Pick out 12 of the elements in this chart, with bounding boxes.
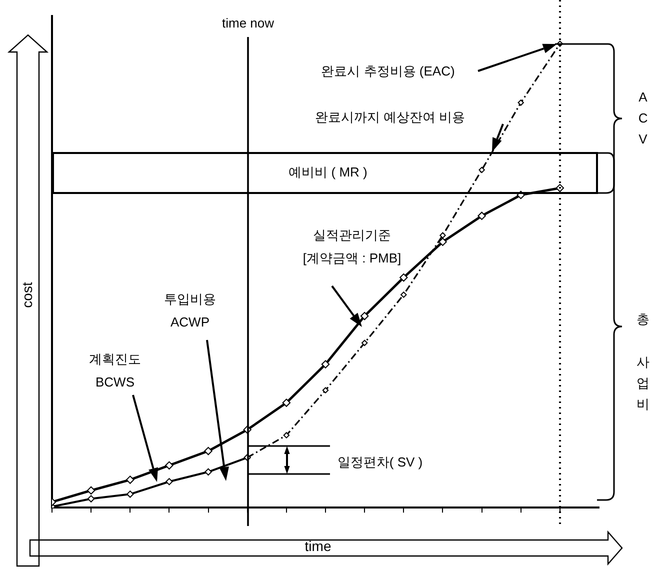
y-axis-title: cost (18, 282, 35, 308)
annotation: 완료시까지 예상잔여 비용 (314, 110, 466, 125)
annotation: 실적관리기준 [계약금액 : PMB] (302, 228, 402, 266)
annotation: 투입비용 ACWP (164, 292, 216, 330)
annotation: 예비비 ( MR ) (288, 164, 368, 180)
annotation: 완료시 추정비용 (EAC) (321, 64, 455, 79)
text: 총 사업비 (636, 312, 650, 412)
text: ACV (638, 90, 648, 147)
annotation: 계획진도 BCWS (89, 352, 141, 390)
annotation: 일정편차( SV ) (337, 454, 423, 470)
x-axis-title: time (304, 538, 332, 554)
text: time now (222, 16, 275, 31)
